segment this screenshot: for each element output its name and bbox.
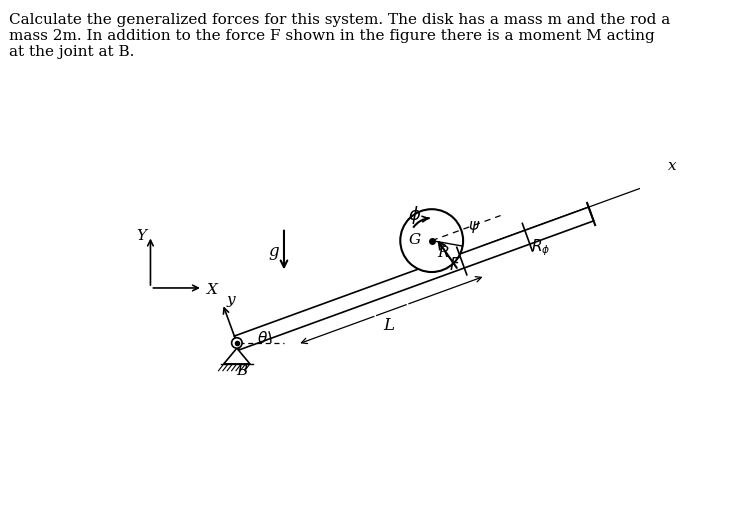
Text: $R_{\phi}$: $R_{\phi}$ bbox=[531, 237, 551, 258]
Circle shape bbox=[232, 338, 242, 349]
Text: B: B bbox=[236, 363, 248, 378]
Circle shape bbox=[400, 210, 463, 272]
Text: $F$: $F$ bbox=[449, 257, 461, 274]
Text: $\psi$: $\psi$ bbox=[469, 218, 480, 235]
Text: R: R bbox=[438, 246, 449, 260]
Polygon shape bbox=[224, 349, 250, 364]
Text: L: L bbox=[383, 317, 394, 333]
Text: y: y bbox=[226, 293, 235, 307]
Polygon shape bbox=[235, 208, 593, 350]
Text: g: g bbox=[268, 242, 279, 259]
Text: $\theta$: $\theta$ bbox=[257, 329, 268, 345]
Text: X: X bbox=[207, 282, 218, 296]
Text: Y: Y bbox=[136, 228, 146, 242]
Text: G: G bbox=[409, 232, 421, 246]
Text: Calculate the generalized forces for this system. The disk has a mass m and the : Calculate the generalized forces for thi… bbox=[9, 13, 670, 59]
Text: x: x bbox=[668, 159, 676, 173]
Text: $\phi$: $\phi$ bbox=[408, 204, 421, 225]
